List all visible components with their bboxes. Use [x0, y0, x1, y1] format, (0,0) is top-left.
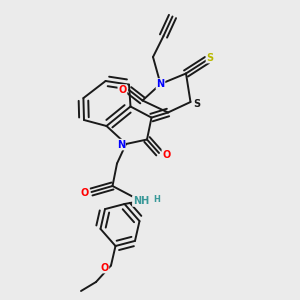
Text: N: N	[117, 140, 125, 150]
Text: NH: NH	[133, 196, 149, 206]
Text: O: O	[118, 85, 127, 95]
Text: H: H	[153, 195, 160, 204]
Text: N: N	[156, 79, 165, 89]
Text: S: S	[206, 52, 214, 63]
Text: O: O	[100, 262, 109, 273]
Text: O: O	[80, 188, 89, 198]
Text: O: O	[162, 149, 171, 160]
Text: S: S	[193, 99, 200, 110]
